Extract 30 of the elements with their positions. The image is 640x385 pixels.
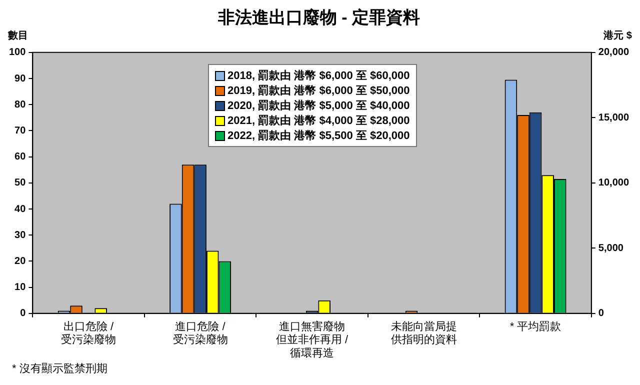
- y2-axis-title: 港元 $: [602, 29, 632, 42]
- y-tick-label: 80: [14, 99, 26, 110]
- legend-label: 2022, 罰款由 港幣 $5,500 至 $20,000: [228, 128, 410, 144]
- y2-tick-label: 20,000: [598, 47, 630, 58]
- y2-tick-label: 15,000: [598, 112, 630, 124]
- x-tick-label: 出口危險 / 受污染廢物: [61, 320, 116, 346]
- legend-label: 2019, 罰款由 港幣 $6,000 至 $50,000: [228, 84, 410, 98]
- x-tick-label: 未能向當局提供指明的資料: [390, 320, 457, 346]
- y-tick-label: 30: [14, 230, 26, 241]
- chart-title: 非法進出口廢物 - 定罪資料: [216, 8, 420, 27]
- y-tick-label: 20: [14, 256, 26, 267]
- legend-label: 2020, 罰款由 港幣 $5,000 至 $40,000: [228, 98, 410, 114]
- y-axis-title: 數目: [7, 29, 28, 42]
- x-tick-label: 進口危險 / 受污染廢物: [172, 321, 228, 346]
- y-tick-label: 40: [14, 204, 26, 215]
- legend-label: 2021, 罰款由 港幣 $4,000 至 $28,000: [228, 114, 410, 128]
- x-tick-label: 進口無害廢物但並非作再用 / 循環再造: [276, 320, 350, 360]
- y-tick-label: 70: [14, 125, 26, 136]
- text: * 沒有顯示監禁刑期: [12, 362, 108, 375]
- y2-tick-label: 5,000: [598, 242, 624, 254]
- y-tick-label: 10: [14, 282, 26, 294]
- y-tick-label: 90: [14, 73, 26, 84]
- y-tick-label: 100: [8, 47, 26, 58]
- x-tick-label: * 平均罰款: [510, 321, 562, 334]
- y-tick-label: 0: [20, 308, 26, 320]
- y2-tick-label: 0: [598, 308, 604, 320]
- y2-tick-label: 10,000: [598, 178, 630, 189]
- y-tick-label: 50: [14, 178, 26, 189]
- y-tick-label: 60: [14, 152, 26, 163]
- legend-label: 2018, 罰款由 港幣 $6,000 至 $60,000: [228, 68, 410, 84]
